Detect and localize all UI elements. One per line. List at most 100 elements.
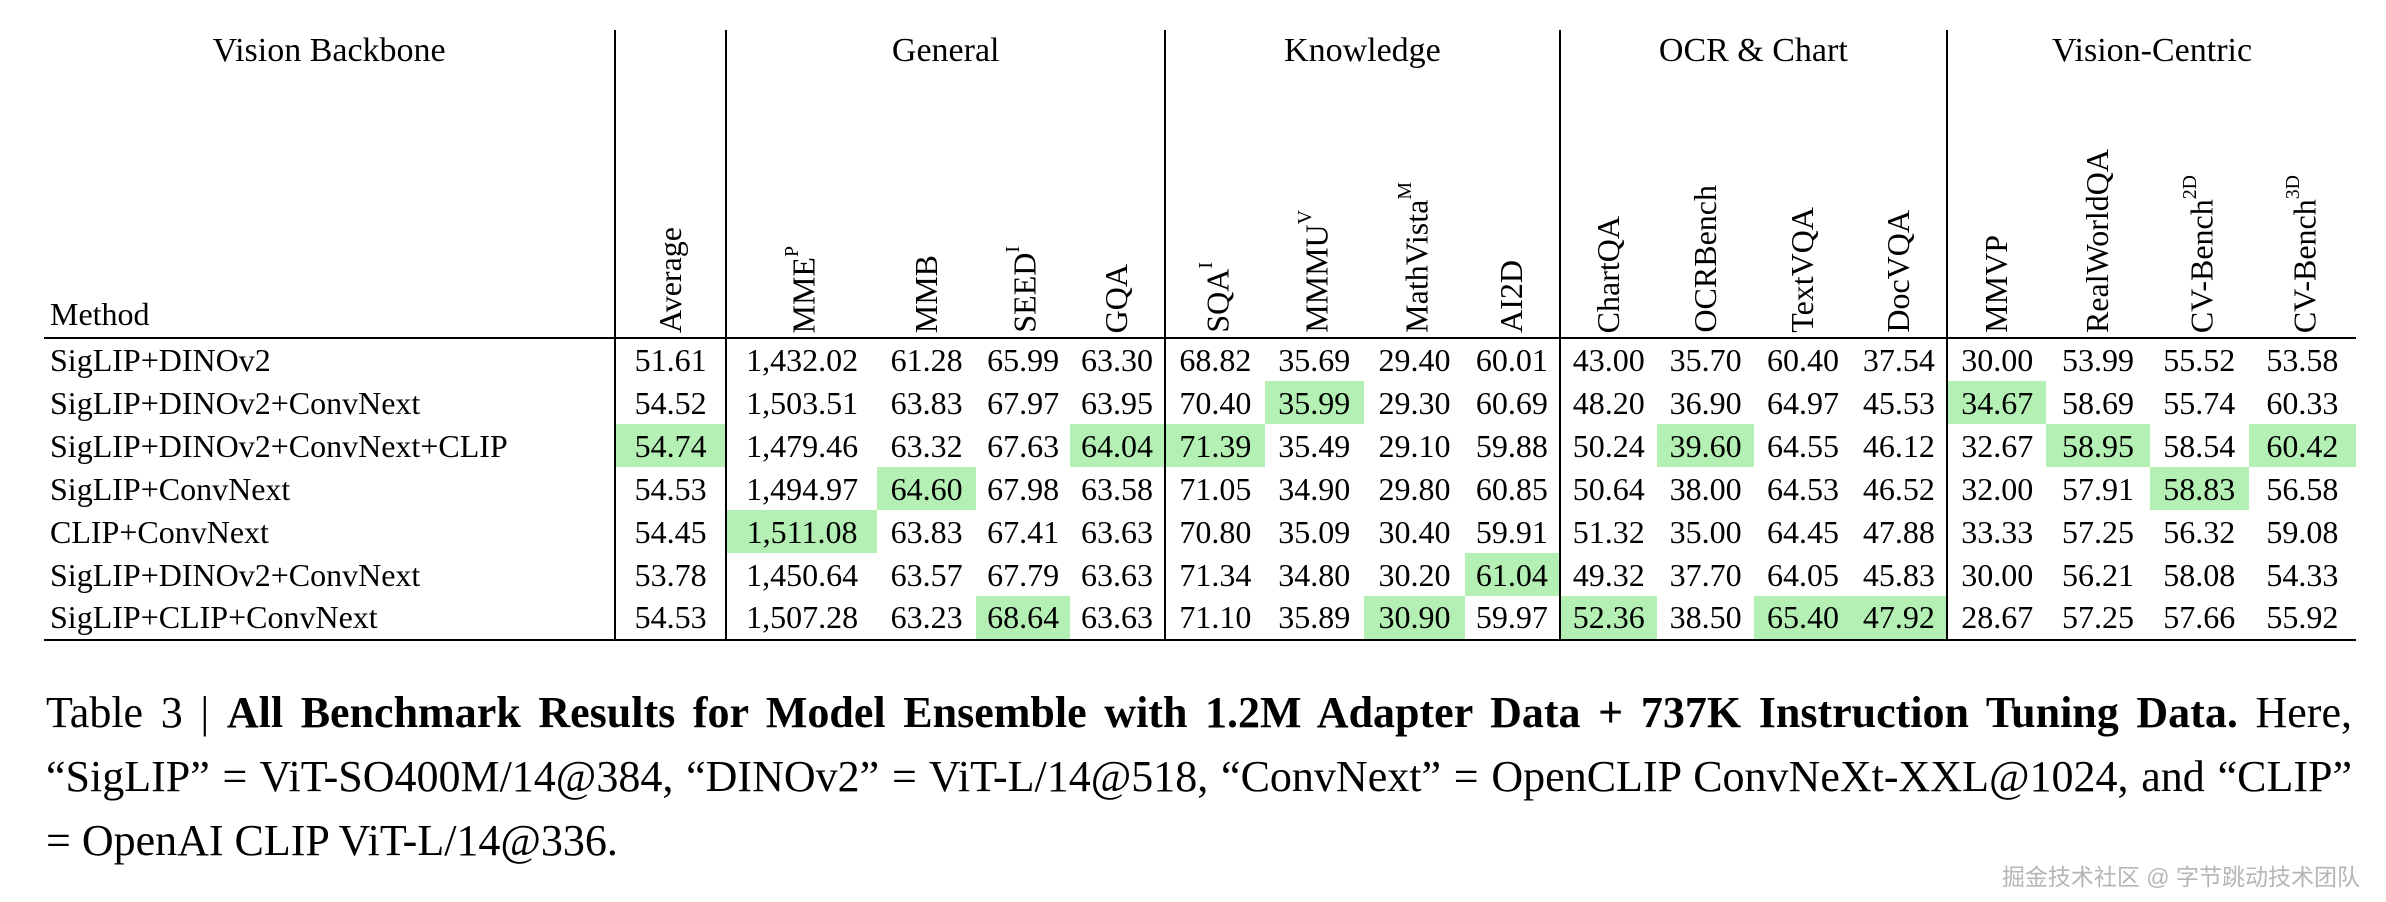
value-cell: 64.55	[1766, 427, 1839, 464]
table-row: SigLIP+DINOv2+ConvNext 54.52 1,503.51 63.83…	[44, 381, 2356, 425]
value-cell: 28.67	[1946, 596, 2047, 641]
watermark: 掘金技术社区 @ 字节跳动技术团队	[2001, 864, 2360, 890]
value-cell: 37.54	[1862, 342, 1935, 378]
value-cell: 58.69	[2062, 384, 2134, 421]
value-cell: 1,494.97	[725, 467, 878, 511]
method-cell: SigLIP+DINOv2+ConvNext	[50, 556, 421, 593]
value-cell-best: 35.99	[1264, 381, 1364, 425]
value-cell: 1,479.46	[725, 424, 878, 468]
group-vision-centric: Vision-Centric	[1946, 30, 2356, 86]
value-cell: 30.00	[1946, 338, 2047, 382]
value-cell: 53.78	[614, 553, 727, 597]
table-caption: Table 3 | All Benchmark Results for Mode…	[46, 681, 2352, 874]
value-cell-best: 30.90	[1363, 596, 1466, 641]
table-row: SigLIP+DINOv2+ConvNext+CLIP 54.74 1,479.46…	[44, 424, 2356, 468]
value-cell: 59.97	[1465, 596, 1560, 641]
value-cell: 29.10	[1378, 427, 1451, 464]
value-cell: 63.63	[1081, 513, 1154, 550]
value-cell: 60.01	[1475, 342, 1548, 378]
rotated-column-label: CV-Bench2D	[2178, 174, 2220, 333]
value-cell: 57.25	[2062, 513, 2134, 550]
group-vision-backbone: Vision Backbone	[212, 32, 446, 69]
value-cell: 58.08	[2163, 556, 2236, 593]
rotated-column-label: MMB	[907, 254, 944, 333]
value-cell-best: 64.60	[877, 467, 977, 511]
value-cell: 58.54	[2163, 427, 2236, 464]
group-average-spacer	[614, 30, 727, 86]
value-cell: 64.45	[1766, 513, 1839, 550]
value-cell: 54.52	[614, 381, 727, 425]
value-cell: 63.23	[877, 596, 977, 641]
value-cell: 35.00	[1669, 513, 1742, 550]
column-header-cv-bench-3d: CV-Bench3D	[2248, 86, 2356, 339]
value-cell-best: 52.36	[1558, 596, 1657, 641]
value-cell-best: 61.04	[1465, 553, 1560, 597]
value-cell: 70.80	[1164, 510, 1265, 554]
column-header-cv-bench-2d: CV-Bench2D	[2149, 86, 2249, 339]
table-row: SigLIP+CLIP+ConvNext 54.53 1,507.28 63.23 68…	[44, 596, 2356, 641]
benchmark-table: Vision Backbone General Knowledge OCR & …	[44, 30, 2356, 641]
value-cell: 71.05	[1164, 467, 1265, 511]
value-cell: 67.97	[987, 384, 1060, 421]
value-cell: 55.74	[2163, 384, 2236, 421]
value-cell: 59.88	[1475, 427, 1548, 464]
value-cell: 43.00	[1558, 338, 1657, 382]
caption-bold-title: All Benchmark Results for Model Ensemble…	[226, 687, 2238, 737]
value-cell: 61.28	[890, 342, 963, 378]
column-header-docvqa: DocVQA	[1851, 86, 1948, 339]
value-cell: 47.88	[1862, 513, 1935, 550]
value-cell: 63.58	[1081, 470, 1154, 507]
value-cell: 51.61	[614, 338, 727, 382]
value-cell: 59.91	[1475, 513, 1548, 550]
value-cell: 60.33	[2266, 384, 2339, 421]
value-cell: 64.97	[1766, 384, 1839, 421]
value-cell: 46.52	[1862, 470, 1935, 507]
method-cell: SigLIP+ConvNext	[50, 470, 291, 507]
value-cell-best: 1,511.08	[725, 510, 878, 554]
value-cell: 63.30	[1081, 342, 1154, 378]
value-cell: 33.33	[1946, 510, 2047, 554]
rotated-column-label: MMMUV	[1293, 210, 1335, 333]
column-header-gqa: GQA	[1069, 86, 1166, 339]
value-cell: 63.32	[890, 427, 963, 464]
value-cell: 53.58	[2266, 342, 2339, 378]
page: Vision Backbone General Knowledge OCR & …	[44, 30, 2356, 874]
value-cell: 54.53	[614, 467, 727, 511]
value-cell: 45.53	[1862, 384, 1935, 421]
value-cell: 51.32	[1558, 510, 1657, 554]
value-cell: 34.90	[1278, 470, 1351, 507]
value-cell: 64.05	[1766, 556, 1839, 593]
table-row: SigLIP+ConvNext 54.53 1,494.97 64.60 67.98 63…	[44, 467, 2356, 511]
value-cell: 59.08	[2266, 513, 2339, 550]
value-cell: 54.33	[2266, 556, 2339, 593]
value-cell: 60.85	[1475, 470, 1548, 507]
column-header-ocrbench: OCRBench	[1656, 86, 1755, 339]
value-cell: 35.49	[1278, 427, 1351, 464]
column-header-average: Average	[614, 86, 727, 339]
value-cell-best: 65.40	[1754, 596, 1852, 641]
value-cell: 37.70	[1669, 556, 1742, 593]
value-cell: 54.53	[614, 596, 727, 641]
value-cell: 60.69	[1475, 384, 1548, 421]
value-cell: 30.40	[1378, 513, 1451, 550]
value-cell: 29.40	[1378, 342, 1451, 378]
column-header-chartqa: ChartQA	[1558, 86, 1657, 339]
value-cell: 30.00	[1946, 553, 2047, 597]
rotated-column-label: CV-Bench3D	[2281, 174, 2323, 333]
rotated-column-label: DocVQA	[1880, 210, 1917, 333]
value-cell: 32.67	[1946, 424, 2047, 468]
column-header-mme-p: MMEP	[725, 86, 878, 339]
value-cell: 57.91	[2062, 470, 2134, 507]
group-ocr-chart: OCR & Chart	[1558, 30, 1948, 86]
value-cell: 71.10	[1164, 596, 1265, 641]
value-cell: 53.99	[2062, 342, 2134, 378]
value-cell-best: 34.67	[1946, 381, 2047, 425]
value-cell: 35.70	[1669, 342, 1742, 378]
value-cell-best: 39.60	[1656, 424, 1755, 468]
column-header-mmmu-v: MMMUV	[1264, 86, 1364, 339]
value-cell-best: 64.04	[1069, 424, 1166, 468]
rotated-column-label: ChartQA	[1589, 215, 1626, 333]
table-row: SigLIP+DINOv2+ConvNext 53.78 1,450.64 63.57…	[44, 553, 2356, 597]
value-cell: 1,450.64	[725, 553, 878, 597]
value-cell: 71.34	[1164, 553, 1265, 597]
